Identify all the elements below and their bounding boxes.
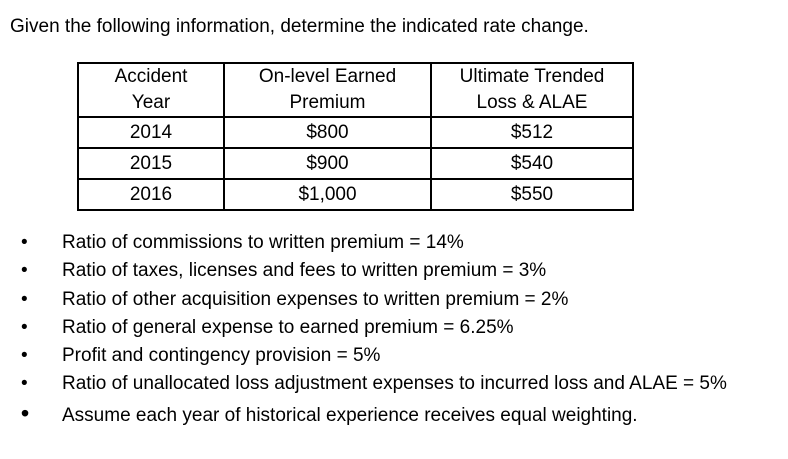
assumption-text: Ratio of taxes, licenses and fees to wri… <box>62 260 547 282</box>
assumptions-list: Ratio of commissions to written premium … <box>21 232 781 434</box>
experience-data-table: Accident Year On-level Earned Premium Ul… <box>77 62 634 211</box>
list-item: Assume each year of historical experienc… <box>21 403 781 426</box>
bullet-icon <box>21 346 62 366</box>
list-item: Ratio of taxes, licenses and fees to wri… <box>21 260 781 282</box>
bullet-icon <box>21 374 62 394</box>
header-line: Ultimate Trended <box>459 66 605 87</box>
header-line: Loss & ALAE <box>476 92 588 113</box>
header-line: Premium <box>289 92 366 113</box>
table-header-row: Accident Year On-level Earned Premium Ul… <box>77 62 634 118</box>
assumption-text: Ratio of general expense to earned premi… <box>62 316 514 338</box>
list-item: Ratio of other acquisition expenses to w… <box>21 288 781 310</box>
bullet-icon <box>21 261 62 281</box>
bullet-icon <box>21 403 62 426</box>
bullet-icon <box>21 318 62 338</box>
cell-accident-year: 2016 <box>77 178 225 211</box>
bullet-icon <box>21 290 62 310</box>
assumption-text: Ratio of unallocated loss adjustment exp… <box>62 373 727 395</box>
assumption-text: Profit and contingency provision = 5% <box>62 345 381 367</box>
assumption-text: Ratio of other acquisition expenses to w… <box>62 288 569 310</box>
header-ultimate-trended-loss-alae: Ultimate Trended Loss & ALAE <box>430 62 634 118</box>
cell-loss-alae: $540 <box>430 147 634 180</box>
table-row: 2016 $1,000 $550 <box>77 178 634 211</box>
cell-loss-alae: $512 <box>430 116 634 149</box>
header-line: Accident <box>114 66 188 87</box>
bullet-icon <box>21 233 62 253</box>
table-row: 2015 $900 $540 <box>77 147 634 180</box>
table-row: 2014 $800 $512 <box>77 116 634 149</box>
list-item: Profit and contingency provision = 5% <box>21 345 781 367</box>
list-item: Ratio of commissions to written premium … <box>21 232 781 253</box>
problem-statement: Given the following information, determi… <box>10 16 589 37</box>
header-line: On-level Earned <box>258 66 397 87</box>
assumption-text: Assume each year of historical experienc… <box>62 404 638 426</box>
cell-earned-premium: $800 <box>223 116 432 149</box>
cell-loss-alae: $550 <box>430 178 634 211</box>
cell-earned-premium: $900 <box>223 147 432 180</box>
list-item: Ratio of general expense to earned premi… <box>21 316 781 338</box>
list-item: Ratio of unallocated loss adjustment exp… <box>21 373 781 395</box>
header-line: Year <box>131 92 171 113</box>
cell-earned-premium: $1,000 <box>223 178 432 211</box>
cell-accident-year: 2014 <box>77 116 225 149</box>
header-accident-year: Accident Year <box>77 62 225 118</box>
header-onlevel-earned-premium: On-level Earned Premium <box>223 62 432 118</box>
assumption-text: Ratio of commissions to written premium … <box>62 232 464 253</box>
cell-accident-year: 2015 <box>77 147 225 180</box>
